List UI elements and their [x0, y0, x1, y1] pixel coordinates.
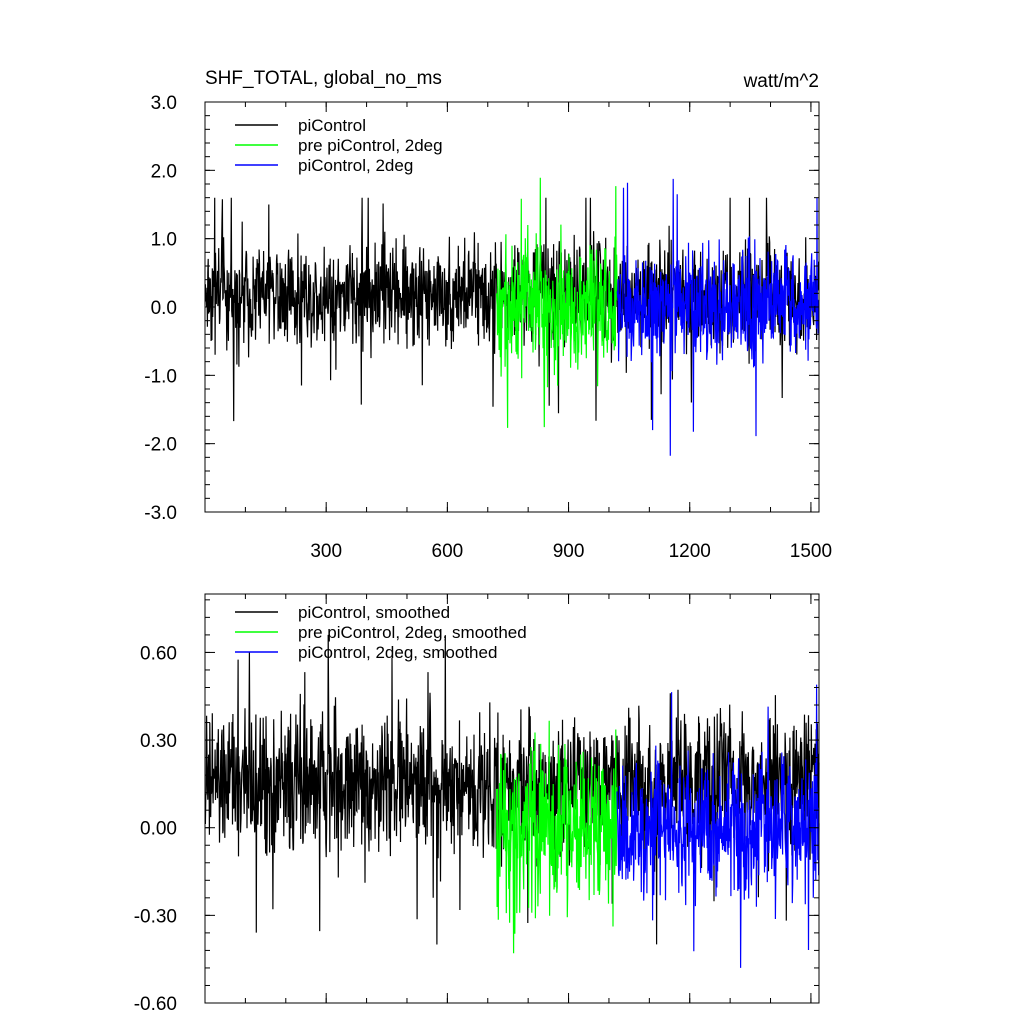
y-tick-label: 2.0	[151, 161, 177, 182]
bottom-ticks-layer: -0.60 -0.30 0.00 0.30 0.60	[134, 594, 819, 1015]
y-tick-label: 0.60	[140, 643, 177, 664]
series-line-3	[616, 178, 820, 456]
legend-label-1: piControl	[298, 116, 366, 135]
legend-label-1: piControl, smoothed	[298, 603, 450, 622]
bottom-plot-frame	[204, 593, 820, 1004]
legend-label-3: piControl, 2deg, smoothed	[298, 643, 497, 662]
bottom-panel: -0.60 -0.30 0.00 0.30 0.60 piControl, smooth…	[134, 593, 820, 1015]
top-panel: -3.0 -2.0 -1.0 0.0 1.0 2.0 3.0 300 600 900 1200 150…	[144, 68, 832, 562]
series-line-3	[616, 684, 820, 968]
y-tick-label: 0.30	[140, 731, 177, 752]
y-tick-label: -2.0	[144, 435, 177, 456]
top-units: watt/m^2	[743, 71, 819, 92]
top-title: SHF_TOTAL, global_no_ms	[205, 68, 442, 89]
bottom-series-layer	[204, 634, 820, 968]
y-tick-label: 0.00	[140, 819, 177, 840]
y-tick-label: 0.0	[151, 298, 177, 319]
legend-label-2: pre piControl, 2deg, smoothed	[298, 623, 527, 642]
y-tick-label: -0.60	[134, 994, 177, 1015]
y-tick-label: -0.30	[134, 906, 177, 927]
y-tick-label: -1.0	[144, 366, 177, 387]
x-tick-label: 300	[310, 541, 342, 562]
x-tick-label: 900	[553, 541, 585, 562]
y-tick-label: 3.0	[151, 93, 177, 114]
top-ticks-layer: -3.0 -2.0 -1.0 0.0 1.0 2.0 3.0 300 600 900 1200 150…	[144, 93, 832, 562]
legend-label-3: piControl, 2deg	[298, 156, 413, 175]
x-tick-label: 600	[432, 541, 464, 562]
y-tick-label: -3.0	[144, 503, 177, 524]
x-tick-label: 1500	[790, 541, 832, 562]
series-line-2	[496, 720, 618, 954]
x-tick-label: 1200	[669, 541, 711, 562]
legend-label-2: pre piControl, 2deg	[298, 136, 443, 155]
top-series-layer	[204, 177, 820, 456]
y-tick-label: 1.0	[151, 230, 177, 251]
series-line-2	[496, 177, 618, 428]
